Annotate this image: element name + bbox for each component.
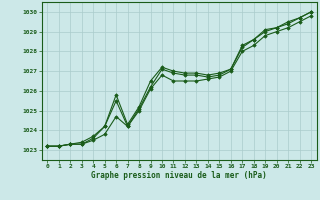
- X-axis label: Graphe pression niveau de la mer (hPa): Graphe pression niveau de la mer (hPa): [91, 171, 267, 180]
